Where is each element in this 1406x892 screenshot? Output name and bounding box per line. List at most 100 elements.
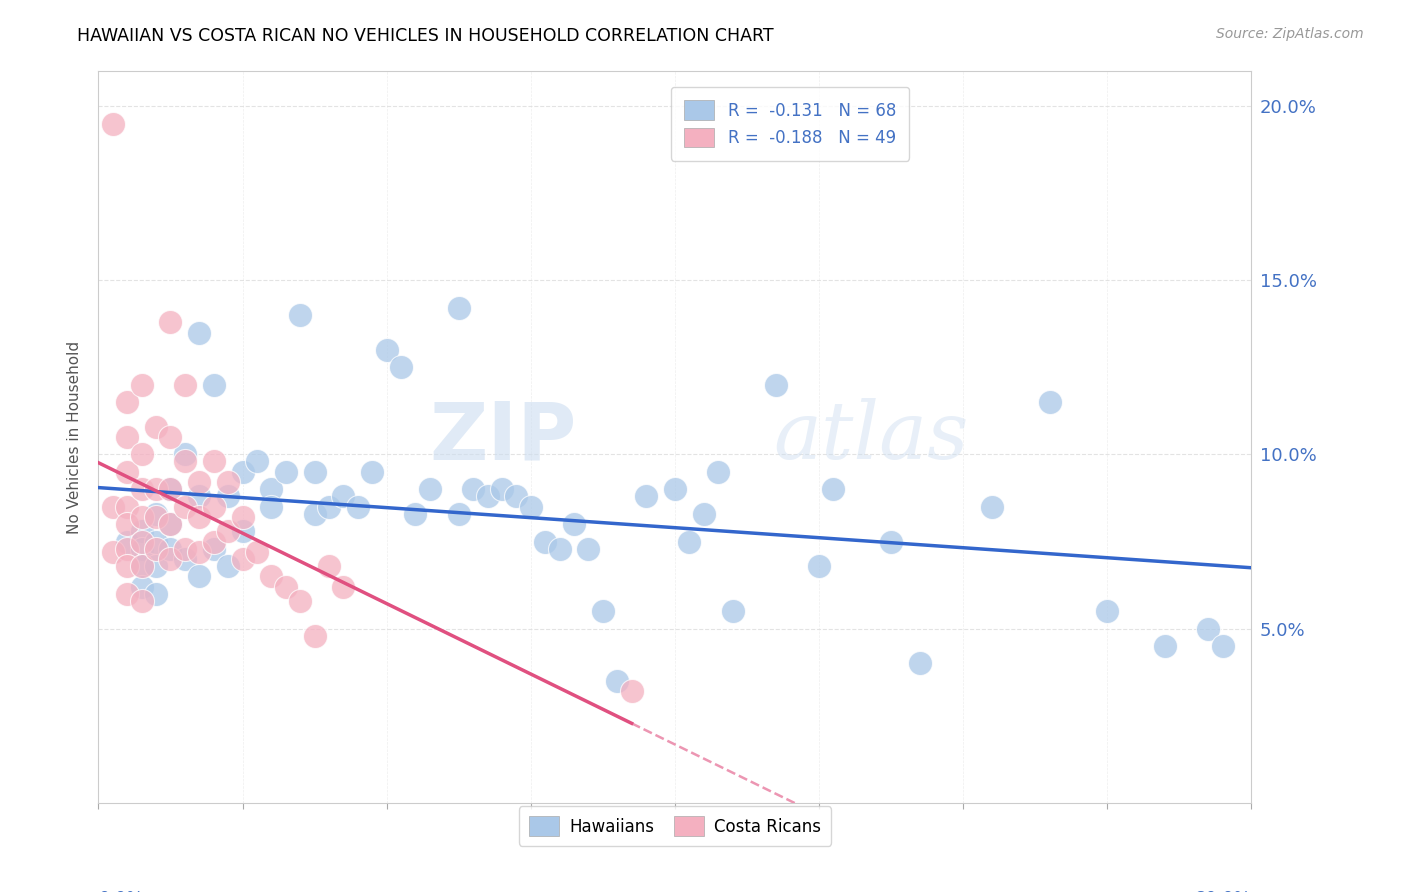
- Point: [1197, 622, 1219, 636]
- Point: [174, 500, 197, 514]
- Point: [159, 552, 181, 566]
- Point: [304, 629, 326, 643]
- Point: [1097, 604, 1119, 618]
- Point: [620, 684, 643, 698]
- Point: [159, 315, 181, 329]
- Point: [707, 465, 730, 479]
- Point: [721, 604, 744, 618]
- Text: atlas: atlas: [773, 399, 969, 475]
- Point: [174, 454, 197, 468]
- Point: [145, 510, 167, 524]
- Point: [202, 541, 225, 556]
- Point: [231, 510, 254, 524]
- Text: HAWAIIAN VS COSTA RICAN NO VEHICLES IN HOUSEHOLD CORRELATION CHART: HAWAIIAN VS COSTA RICAN NO VEHICLES IN H…: [77, 27, 773, 45]
- Point: [246, 454, 269, 468]
- Point: [131, 534, 153, 549]
- Point: [117, 395, 139, 409]
- Point: [217, 475, 239, 490]
- Point: [461, 483, 484, 497]
- Point: [419, 483, 441, 497]
- Point: [389, 360, 412, 375]
- Point: [188, 510, 211, 524]
- Point: [477, 489, 499, 503]
- Point: [188, 489, 211, 503]
- Point: [260, 500, 283, 514]
- Point: [159, 517, 181, 532]
- Point: [693, 507, 716, 521]
- Point: [159, 483, 181, 497]
- Point: [332, 489, 354, 503]
- Point: [145, 507, 167, 521]
- Point: [217, 558, 239, 573]
- Point: [678, 534, 700, 549]
- Point: [188, 475, 211, 490]
- Point: [231, 524, 254, 538]
- Point: [145, 419, 167, 434]
- Point: [188, 569, 211, 583]
- Text: ZIP: ZIP: [430, 398, 576, 476]
- Point: [131, 377, 153, 392]
- Point: [117, 587, 139, 601]
- Point: [174, 541, 197, 556]
- Point: [520, 500, 543, 514]
- Point: [131, 558, 153, 573]
- Text: Source: ZipAtlas.com: Source: ZipAtlas.com: [1216, 27, 1364, 41]
- Point: [117, 541, 139, 556]
- Legend: Hawaiians, Costa Ricans: Hawaiians, Costa Ricans: [519, 806, 831, 846]
- Point: [318, 558, 340, 573]
- Text: 80.0%: 80.0%: [1195, 890, 1251, 892]
- Point: [145, 483, 167, 497]
- Point: [159, 541, 181, 556]
- Point: [117, 430, 139, 444]
- Point: [592, 604, 614, 618]
- Point: [202, 454, 225, 468]
- Point: [260, 483, 283, 497]
- Point: [117, 517, 139, 532]
- Point: [908, 657, 931, 671]
- Point: [405, 507, 427, 521]
- Point: [274, 580, 297, 594]
- Point: [174, 448, 197, 462]
- Point: [202, 500, 225, 514]
- Point: [131, 541, 153, 556]
- Point: [131, 594, 153, 608]
- Point: [664, 483, 686, 497]
- Point: [202, 377, 225, 392]
- Point: [808, 558, 831, 573]
- Y-axis label: No Vehicles in Household: No Vehicles in Household: [67, 341, 83, 533]
- Point: [606, 673, 628, 688]
- Point: [304, 465, 326, 479]
- Point: [361, 465, 384, 479]
- Point: [101, 500, 124, 514]
- Point: [636, 489, 658, 503]
- Point: [290, 308, 312, 322]
- Point: [880, 534, 903, 549]
- Point: [1212, 639, 1234, 653]
- Point: [332, 580, 354, 594]
- Point: [290, 594, 312, 608]
- Point: [260, 569, 283, 583]
- Point: [981, 500, 1004, 514]
- Point: [101, 117, 124, 131]
- Point: [491, 483, 513, 497]
- Point: [346, 500, 368, 514]
- Point: [131, 580, 153, 594]
- Point: [375, 343, 398, 357]
- Point: [145, 534, 167, 549]
- Point: [145, 558, 167, 573]
- Point: [131, 510, 153, 524]
- Point: [274, 465, 297, 479]
- Point: [117, 558, 139, 573]
- Point: [145, 541, 167, 556]
- Point: [131, 558, 153, 573]
- Point: [505, 489, 527, 503]
- Point: [447, 507, 470, 521]
- Point: [578, 541, 600, 556]
- Point: [1039, 395, 1062, 409]
- Point: [447, 301, 470, 316]
- Point: [217, 524, 239, 538]
- Point: [131, 483, 153, 497]
- Point: [823, 483, 845, 497]
- Point: [159, 483, 181, 497]
- Point: [145, 587, 167, 601]
